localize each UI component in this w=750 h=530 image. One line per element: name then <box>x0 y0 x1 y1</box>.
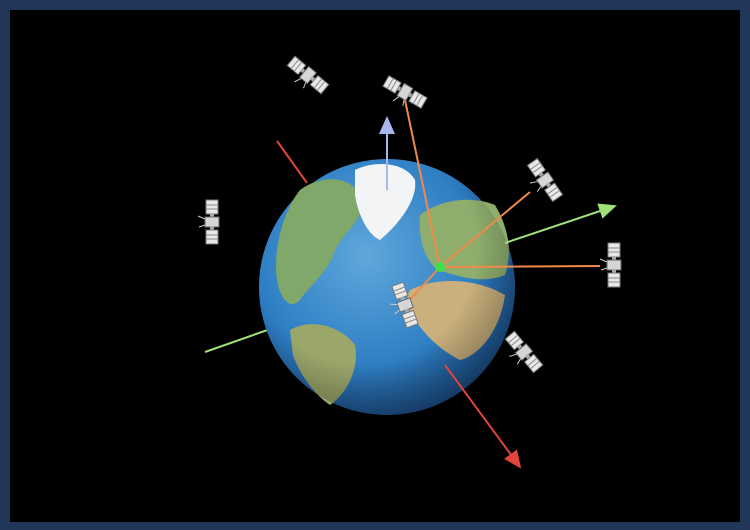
x-axis <box>444 364 522 469</box>
x-axis-back <box>276 140 308 184</box>
signal-line <box>439 191 531 268</box>
signal-lines <box>404 99 601 306</box>
signal-line <box>404 266 441 306</box>
signal-line <box>439 265 601 268</box>
y-axis <box>504 203 617 244</box>
earth <box>259 159 515 415</box>
earth-shading <box>259 159 515 415</box>
signal-line <box>404 99 441 268</box>
receiver-point <box>435 262 445 272</box>
y-axis-back <box>204 326 277 353</box>
